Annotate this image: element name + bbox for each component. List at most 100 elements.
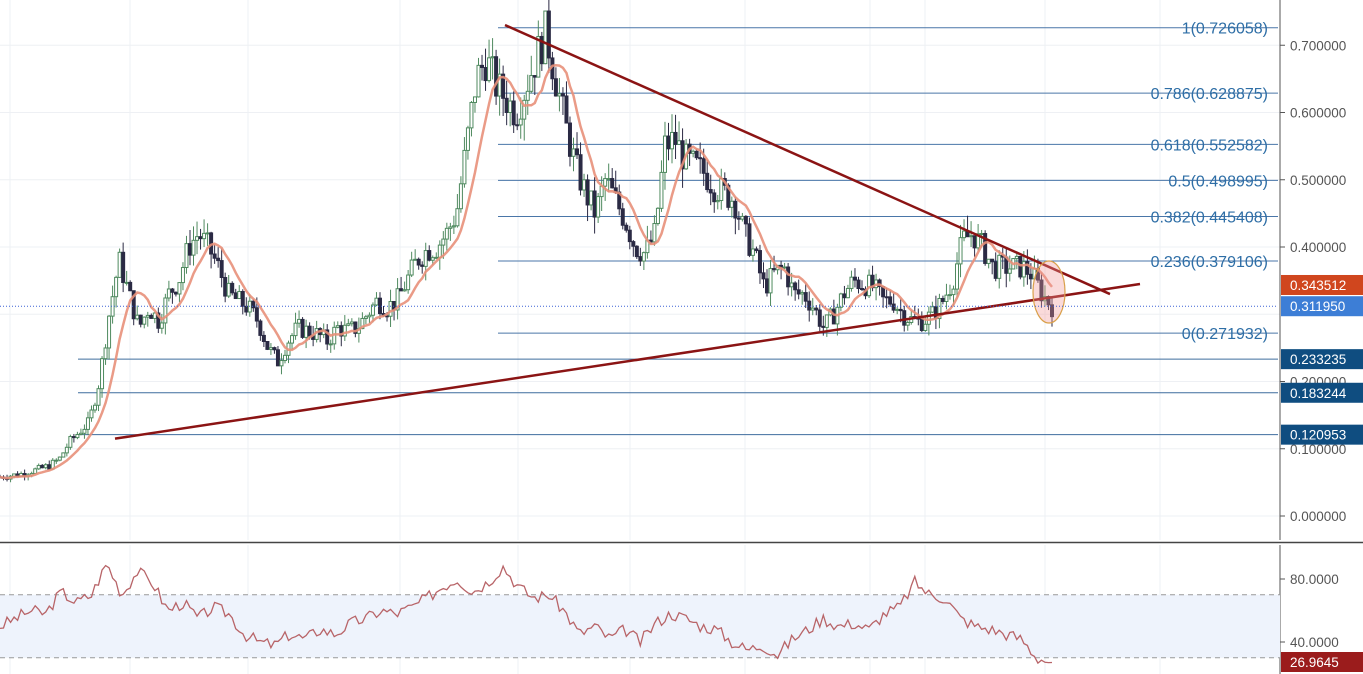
candle-body [455,208,460,227]
candle-body [152,312,157,319]
candle-body [536,35,541,78]
candle-body [1039,279,1044,302]
fib-level-label: 1(0.726058) [1182,21,1268,38]
candle-body [803,292,808,302]
candle-body [624,224,629,231]
candle-body [754,248,759,252]
candle-body [349,321,354,325]
candle-body [121,251,126,283]
candle-body [589,190,594,206]
candle-body [1050,304,1054,318]
fib-level-label: 0.618(0.552582) [1151,137,1268,154]
candle-body [187,243,192,256]
candle-body [606,178,611,181]
candle-body [786,266,791,288]
candle-body [747,223,752,256]
candle-body [919,317,924,331]
price-badge-bg [1281,296,1363,317]
rsi-axis-tick-label: 80.0000 [1290,572,1339,587]
candle-body [47,464,52,470]
candle-body [800,292,805,295]
price-badge: 0.343512 [1290,278,1346,293]
candle-body [944,294,949,302]
candle-body [469,101,474,129]
candle-body [761,272,766,280]
support-badge-bg [1281,382,1363,403]
candle-body [694,150,699,159]
candle-body [279,360,284,367]
axis-tick-label: 0.100000 [1290,442,1346,457]
candle-body [395,288,400,311]
candle-body [487,57,492,82]
candle-body [268,347,273,350]
candle-body [437,244,442,258]
candle-body [810,307,815,311]
candle-body [856,279,861,290]
candle-body [888,296,893,305]
candle-body [845,287,850,299]
candle-body [92,404,97,411]
candle-body [237,291,242,300]
candle-body [293,322,298,337]
candle-body [114,276,119,298]
candle-body [638,256,643,262]
candle-body [670,131,675,150]
candle-body [511,100,516,126]
price-badge-bg [1281,274,1363,295]
ascending-trendline[interactable] [114,282,1141,440]
support-levels[interactable] [78,358,1278,436]
candle-body [430,257,435,261]
candle-body [793,282,798,291]
candle-body [219,260,224,279]
candle-body [367,314,372,318]
candle-body [585,179,590,206]
candle-body [444,227,449,240]
fib-level-label: 0.786(0.628875) [1151,86,1268,103]
candle-body [578,154,583,191]
candle-body [233,292,238,300]
rsi-value-badge: 26.9645 [1290,655,1339,670]
candle-body [596,196,601,218]
trendlines[interactable] [114,23,1141,440]
candle-body [205,232,210,235]
candle-body [560,93,565,97]
candle-body [592,190,597,218]
candle-body [852,276,857,281]
candle-body [553,78,558,97]
support-badge: 0.120953 [1290,428,1346,443]
candle-body [226,282,231,297]
candle-body [708,189,713,194]
candle-body [346,323,351,326]
candle-body [89,409,94,419]
candle-body [68,436,73,448]
candle-body [701,158,706,174]
candle-body [677,140,682,145]
candle-body [117,251,122,278]
candle-body [508,100,513,114]
candlestick-series [0,0,1054,483]
fibonacci-retracement[interactable]: 1(0.726058) 0.786(0.628875) 0.618(0.552582… [498,21,1278,343]
candle-body [339,325,344,337]
candle-body [177,282,182,295]
candle-body [522,99,527,120]
price-badges: 0.233235 0.183244 0.120953 0.343512 0.311950 [1281,274,1363,445]
candle-body [166,288,171,299]
candle-body [57,456,62,461]
axis-tick-label: 0.700000 [1290,38,1346,53]
descending-trendline[interactable] [504,23,1111,296]
price-badge: 0.311950 [1290,299,1345,314]
price-axis[interactable]: 0.7000000.6000000.5000000.4000000.200000… [1279,0,1363,674]
candle-body [307,325,312,337]
candle-body [451,225,456,228]
annotations[interactable] [0,260,1278,324]
candle-body [772,268,777,271]
highlight-ellipse[interactable] [1032,260,1066,324]
candle-body [54,459,59,462]
candle-body [406,274,411,291]
candle-body [85,417,90,430]
candle-body [620,208,625,226]
candle-body [198,236,203,240]
candle-body [427,250,432,261]
candle-body [342,324,347,337]
